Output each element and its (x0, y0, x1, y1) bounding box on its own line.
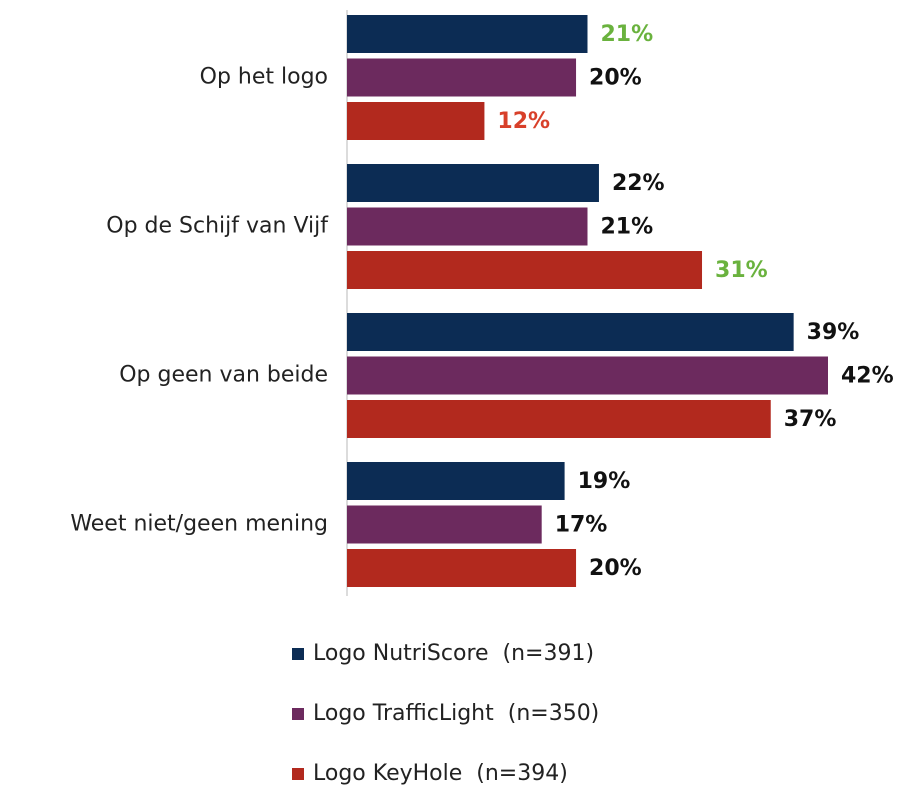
category-label: Op de Schijf van Vijf (106, 214, 329, 239)
bar (347, 58, 577, 97)
value-label: 19% (578, 469, 631, 494)
value-label: 42% (841, 364, 894, 389)
bar (347, 462, 565, 500)
value-label: 20% (589, 556, 642, 581)
bar (347, 164, 599, 202)
value-label: 21% (601, 215, 654, 240)
category-label: Weet niet/geen mening (70, 512, 328, 537)
legend-swatch (292, 708, 304, 720)
bar (347, 251, 703, 289)
value-label: 12% (497, 109, 550, 134)
bar (347, 549, 577, 587)
legend-swatch (292, 768, 304, 780)
legend-label: Logo NutriScore (n=391) (313, 641, 594, 666)
value-label: 31% (715, 258, 768, 283)
bar (347, 207, 588, 246)
bar (347, 102, 485, 140)
category-label: Op het logo (200, 65, 328, 90)
legend-label: Logo TrafficLight (n=350) (313, 701, 599, 726)
bar (347, 313, 794, 351)
bar (347, 15, 588, 53)
legend-swatch (292, 648, 304, 660)
bar (347, 505, 542, 544)
bar (347, 400, 771, 438)
value-label: 17% (555, 513, 608, 538)
value-label: 22% (612, 171, 665, 196)
value-label: 21% (601, 22, 654, 47)
category-label: Op geen van beide (119, 363, 328, 388)
bar (347, 356, 828, 395)
value-label: 37% (784, 407, 837, 432)
value-label: 20% (589, 66, 642, 91)
legend-label: Logo KeyHole (n=394) (313, 761, 568, 786)
value-label: 39% (807, 320, 860, 345)
